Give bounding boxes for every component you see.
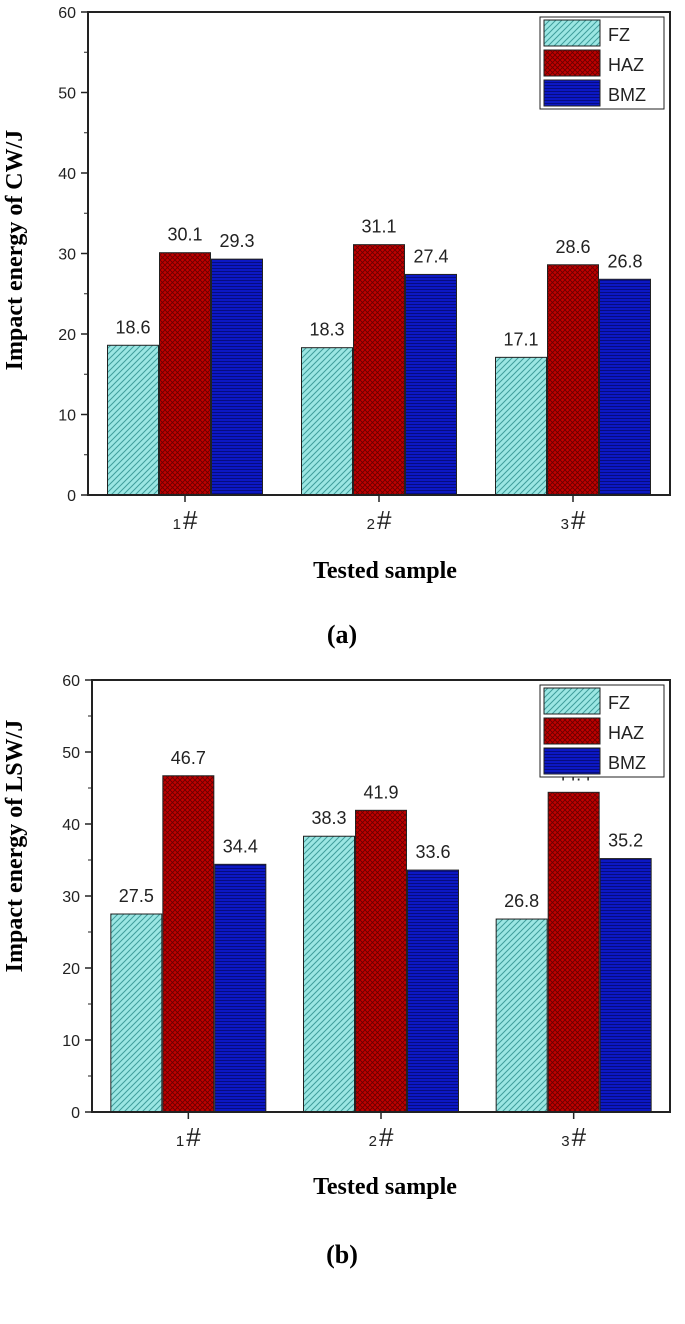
bar-bmz-1 [211,258,263,496]
x-tick-label-2: 2# [369,1122,394,1152]
panel-label: (a) [327,620,357,649]
y-tick-label-20: 20 [62,961,80,978]
x-axis-label: Tested sample [313,558,457,584]
legend-swatch-bmz [543,79,601,107]
legend-label-haz: HAZ [608,55,644,75]
y-tick-label-10: 10 [62,1033,80,1050]
bar-bmz-3 [599,278,651,496]
y-tick-label-20: 20 [58,327,76,344]
bar-haz-3 [547,264,599,496]
y-tick-label-30: 30 [62,889,80,906]
x-tick-label-3: 3# [561,505,586,535]
legend: FZ HAZ BMZ [539,684,665,778]
x-tick-label-1: 1# [176,1122,201,1152]
y-tick-label-60: 60 [62,673,80,690]
data-label-haz-3: 28.6 [555,237,590,257]
bar-haz-2 [353,244,405,496]
legend-label-bmz: BMZ [608,85,646,105]
data-label-haz-1: 30.1 [167,225,202,245]
bar-fz-1 [107,344,159,496]
data-label-bmz-1: 29.3 [219,231,254,251]
y-tick-label-40: 40 [62,817,80,834]
bar-bmz-2 [405,273,457,496]
data-label-bmz-1: 34.4 [223,836,258,856]
data-label-fz-3: 17.1 [503,329,538,349]
bar-haz-3 [547,791,600,1113]
data-label-fz-3: 26.8 [504,891,539,911]
legend-swatch-haz [543,49,601,77]
bar-fz-3 [495,918,548,1113]
legend-swatch-bmz [543,747,601,775]
data-label-bmz-2: 33.6 [415,842,450,862]
y-tick-label-0: 0 [67,488,76,505]
bar-fz-1 [110,913,163,1113]
y-axis-label: Impact energy of LSW/J [2,720,28,973]
legend: FZ HAZ BMZ [539,16,665,110]
x-tick-label-3: 3# [561,1122,586,1152]
y-tick-label-0: 0 [71,1105,80,1122]
data-label-fz-2: 38.3 [311,808,346,828]
legend-swatch-haz [543,717,601,745]
legend-swatch-fz [543,19,601,47]
bar-haz-1 [159,252,211,496]
x-axis-label: Tested sample [313,1174,457,1200]
chart-panel-a: Impact energy of CW/J Tested sample (a) … [2,5,671,649]
bar-haz-2 [355,809,407,1113]
data-label-bmz-3: 26.8 [607,251,642,271]
data-label-fz-1: 18.6 [115,317,150,337]
bar-fz-2 [303,835,355,1113]
bar-haz-1 [162,775,215,1113]
y-tick-label-50: 50 [58,86,76,103]
bar-bmz-3 [599,858,652,1113]
data-label-bmz-2: 27.4 [413,246,448,266]
legend-label-fz: FZ [608,25,630,45]
y-tick-label-50: 50 [62,745,80,762]
data-label-haz-1: 46.7 [171,748,206,768]
y-tick-label-40: 40 [58,166,76,183]
y-tick-label-60: 60 [58,5,76,22]
x-tick-label-1: 1# [173,505,198,535]
x-tick-label-2: 2# [367,505,392,535]
bar-fz-2 [301,347,353,496]
data-label-fz-2: 18.3 [309,320,344,340]
data-label-haz-2: 41.9 [363,782,398,802]
legend-label-bmz: BMZ [608,753,646,773]
y-tick-label-30: 30 [58,247,76,264]
y-tick-label-10: 10 [58,408,76,425]
data-label-fz-1: 27.5 [119,886,154,906]
y-axis-label: Impact energy of CW/J [2,130,28,371]
legend-swatch-fz [543,687,601,715]
legend-label-haz: HAZ [608,723,644,743]
panel-label: (b) [326,1240,358,1269]
data-label-bmz-3: 35.2 [608,831,643,851]
bar-bmz-1 [214,863,267,1113]
chart-panel-b: Impact energy of LSW/J Tested sample (b)… [2,673,671,1269]
data-label-haz-2: 31.1 [361,217,396,237]
legend-label-fz: FZ [608,693,630,713]
bar-bmz-2 [407,869,459,1113]
bar-fz-3 [495,356,547,496]
